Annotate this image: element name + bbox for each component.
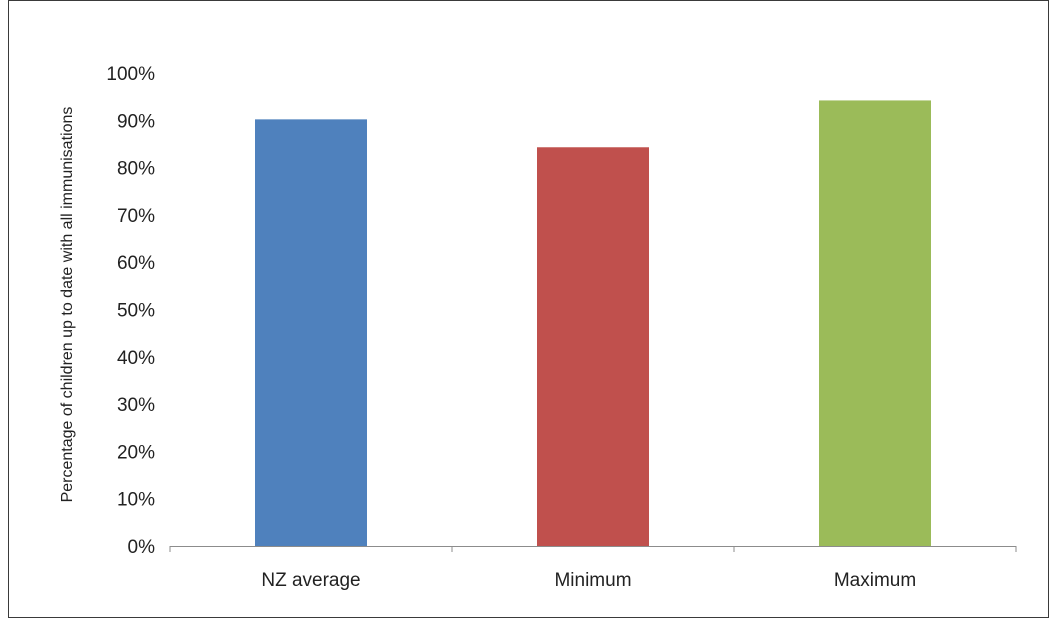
- y-tick-label: 20%: [117, 442, 155, 463]
- y-tick-label: 100%: [106, 64, 155, 85]
- x-category-label: Maximum: [834, 570, 916, 591]
- bar-nz-average: [255, 119, 367, 546]
- y-tick-label: 0%: [128, 537, 156, 558]
- x-axis: NZ average Minimum Maximum: [169, 546, 1017, 591]
- y-tick-label: 10%: [117, 490, 155, 511]
- y-tick-label: 40%: [117, 348, 155, 369]
- y-tick-label: 60%: [117, 253, 155, 274]
- bar-maximum: [819, 100, 931, 547]
- y-tick-label: 70%: [117, 206, 155, 227]
- y-tick-label: 30%: [117, 395, 155, 416]
- y-tick-label: 90%: [117, 111, 155, 132]
- y-axis-title: Percentage of children up to date with a…: [59, 107, 76, 503]
- x-category-label: NZ average: [261, 570, 360, 591]
- x-category-label: Minimum: [554, 570, 631, 591]
- bar-minimum: [537, 147, 649, 547]
- y-tick-label: 50%: [117, 301, 155, 322]
- bars: [255, 100, 931, 547]
- y-tick-label: 80%: [117, 159, 155, 180]
- y-axis-ticks: 0% 10% 20% 30% 40% 50% 60% 70% 80% 90% 100%: [106, 64, 155, 558]
